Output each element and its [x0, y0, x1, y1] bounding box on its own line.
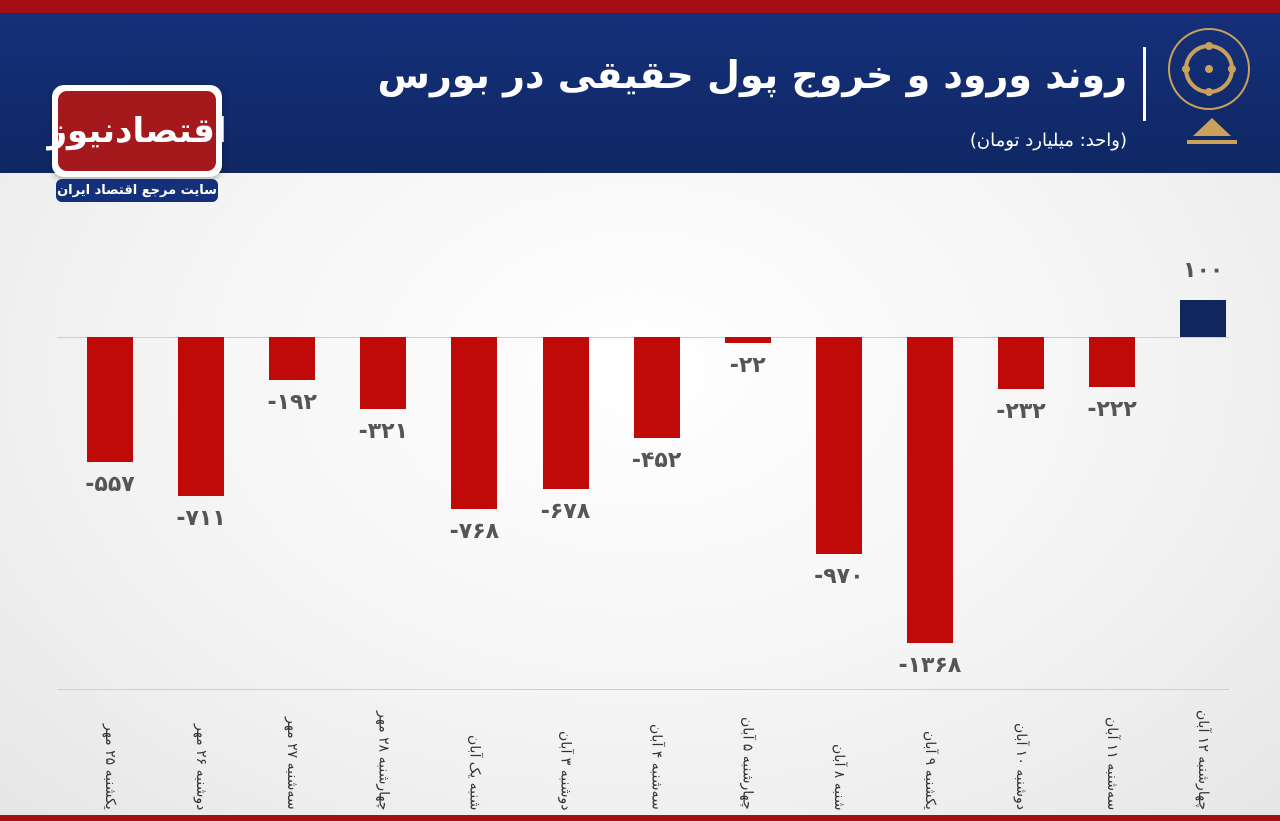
logo-tagline: سایت مرجع اقتصاد ایران: [56, 179, 218, 202]
value-label-2: -۷۱۱: [176, 505, 226, 531]
unit-subtitle: (واحد: میلیارد تومان): [969, 130, 1127, 151]
bar-10: [906, 337, 953, 643]
value-label-13: ۱۰۰: [1183, 258, 1224, 283]
category-label-6: دوشنبه ۳ آبان: [557, 730, 574, 810]
category-label-9: شنبه ۸ آبان: [830, 743, 847, 810]
category-label-3: سه‌شنبه ۲۷ مهر: [284, 717, 301, 810]
bar-12: [1089, 337, 1136, 387]
bar-7: [633, 337, 680, 439]
category-axis-line: [57, 689, 1229, 690]
bar-4: [360, 337, 407, 409]
category-label-13: چهارشنبه ۱۲ آبان: [1195, 709, 1212, 810]
category-label-12: سه‌شنبه ۱۱ آبان: [1104, 716, 1121, 810]
value-label-10: -۱۳۶۸: [898, 652, 962, 678]
emblem-base-icon: [1187, 118, 1237, 144]
bar-1: [87, 337, 133, 462]
value-label-11: -۲۳۲: [996, 398, 1046, 424]
value-label-5: -۷۶۸: [449, 518, 500, 544]
bottom-accent-strip: [0, 815, 1280, 821]
eghtesadnews-logo: اقتصادنیوز: [47, 91, 227, 171]
category-label-5: شنبه یک آبان: [466, 734, 483, 810]
top-accent-strip: [0, 0, 1280, 13]
value-label-3: -۱۹۲: [267, 389, 317, 415]
category-label-2: دوشنبه ۲۶ مهر: [193, 723, 210, 810]
bar-2: [178, 337, 225, 496]
category-label-4: چهارشنبه ۲۸ مهر: [375, 710, 392, 810]
value-label-1: -۵۵۷: [85, 471, 135, 497]
value-label-6: -۶۷۸: [540, 498, 591, 524]
category-label-8: چهارشنبه ۵ آبان: [739, 717, 756, 810]
value-label-8: -۲۲: [729, 353, 766, 378]
title-divider: [1143, 47, 1146, 121]
bar-8: [724, 337, 771, 343]
category-label-11: دوشنبه ۱۰ آبان: [1013, 723, 1029, 810]
category-label-7: سه‌شنبه ۴ آبان: [648, 724, 665, 810]
bar-6: [542, 337, 589, 489]
value-label-9: -۹۷۰: [814, 563, 864, 589]
value-label-7: -۴۵۲: [631, 448, 682, 474]
bar-11: [998, 337, 1044, 389]
value-label-12: -۲۲۲: [1087, 396, 1137, 422]
bar-13: [1180, 300, 1227, 337]
bar-9: [815, 337, 862, 554]
chart-title: روند ورود و خروج پول حقیقی در بورس: [377, 53, 1127, 97]
category-label-10: یکشنبه ۹ آبان: [921, 731, 938, 810]
bar-3: [269, 337, 316, 380]
stock-exchange-emblem-icon: [1168, 28, 1250, 110]
value-label-4: -۳۲۱: [358, 418, 408, 444]
logo-wordmark: اقتصادنیوز: [47, 111, 227, 151]
category-label-1: یکشنبه ۲۵ مهر: [102, 724, 118, 810]
bar-5: [451, 337, 498, 509]
